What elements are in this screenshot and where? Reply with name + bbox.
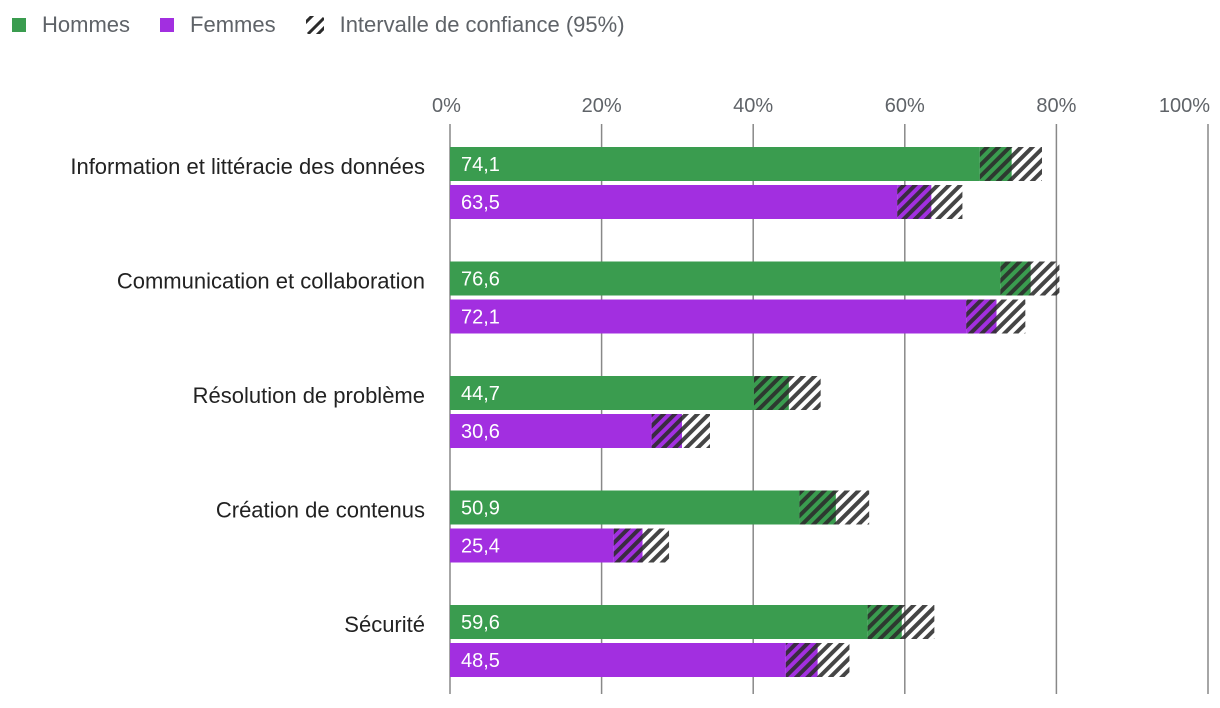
tick-label: 0% <box>432 95 461 117</box>
bars: 74,1 63,5 76,6 72,1 44,7 30,6 50,9 25,4 59,6 48,5 <box>450 147 1060 677</box>
bar-women[interactable] <box>450 299 967 334</box>
value-label: 30,6 <box>461 421 500 443</box>
ci-hatch <box>785 643 850 677</box>
legend-item-ci[interactable]: Intervalle de confiance (95%) <box>305 12 625 38</box>
value-label: 59,6 <box>461 612 500 634</box>
category-label: Communication et collaboration <box>117 269 425 294</box>
tick-label: 40% <box>733 95 773 117</box>
ci-hatch <box>897 185 963 219</box>
tick-label: 20% <box>582 95 622 117</box>
bar-men[interactable] <box>450 261 1001 296</box>
ci-hatch <box>613 528 670 563</box>
legend: Hommes Femmes Intervalle de confiance (9… <box>12 12 655 38</box>
value-label: 50,9 <box>461 498 500 520</box>
value-label: 44,7 <box>461 383 500 405</box>
tick-label: 100% <box>1159 95 1210 117</box>
bar-women[interactable] <box>450 185 898 219</box>
ci-hatch <box>753 376 821 410</box>
bar-women[interactable] <box>450 414 652 448</box>
category-labels: Information et littéracie des données Com… <box>70 154 425 637</box>
bar-men[interactable] <box>450 490 800 525</box>
hatch-swatch-icon <box>305 16 324 34</box>
category-label: Information et littéracie des données <box>70 154 425 179</box>
bar-women[interactable] <box>450 528 614 563</box>
ci-hatch <box>867 605 935 639</box>
legend-women-label: Femmes <box>190 12 276 37</box>
ci-hatch <box>799 490 870 525</box>
legend-item-women[interactable]: Femmes <box>160 12 276 38</box>
bar-men[interactable] <box>450 147 980 181</box>
value-label: 25,4 <box>461 536 500 558</box>
ci-hatch <box>966 299 1026 334</box>
value-label: 74,1 <box>461 154 500 176</box>
value-label: 76,6 <box>461 269 500 291</box>
women-swatch <box>160 18 175 32</box>
legend-men-label: Hommes <box>42 12 131 37</box>
category-label: Résolution de problème <box>193 383 425 408</box>
ci-hatch <box>1000 261 1060 296</box>
value-label: 72,1 <box>461 307 500 329</box>
value-label: 63,5 <box>461 192 500 214</box>
legend-ci-label: Intervalle de confiance (95%) <box>339 12 625 37</box>
category-label: Création de contenus <box>216 498 425 523</box>
bar-men[interactable] <box>450 605 868 639</box>
category-label: Sécurité <box>344 612 425 637</box>
men-swatch <box>12 18 26 32</box>
tick-labels: 0% 20% 40% 60% 80% 100% <box>432 95 1210 117</box>
bar-women[interactable] <box>450 643 786 677</box>
bar-men[interactable] <box>450 376 754 410</box>
tick-label: 80% <box>1036 95 1076 117</box>
legend-item-men[interactable]: Hommes <box>12 12 130 38</box>
ci-hatch <box>651 414 710 448</box>
value-label: 48,5 <box>461 650 500 672</box>
tick-label: 60% <box>885 95 925 117</box>
ci-hatch <box>979 147 1042 181</box>
